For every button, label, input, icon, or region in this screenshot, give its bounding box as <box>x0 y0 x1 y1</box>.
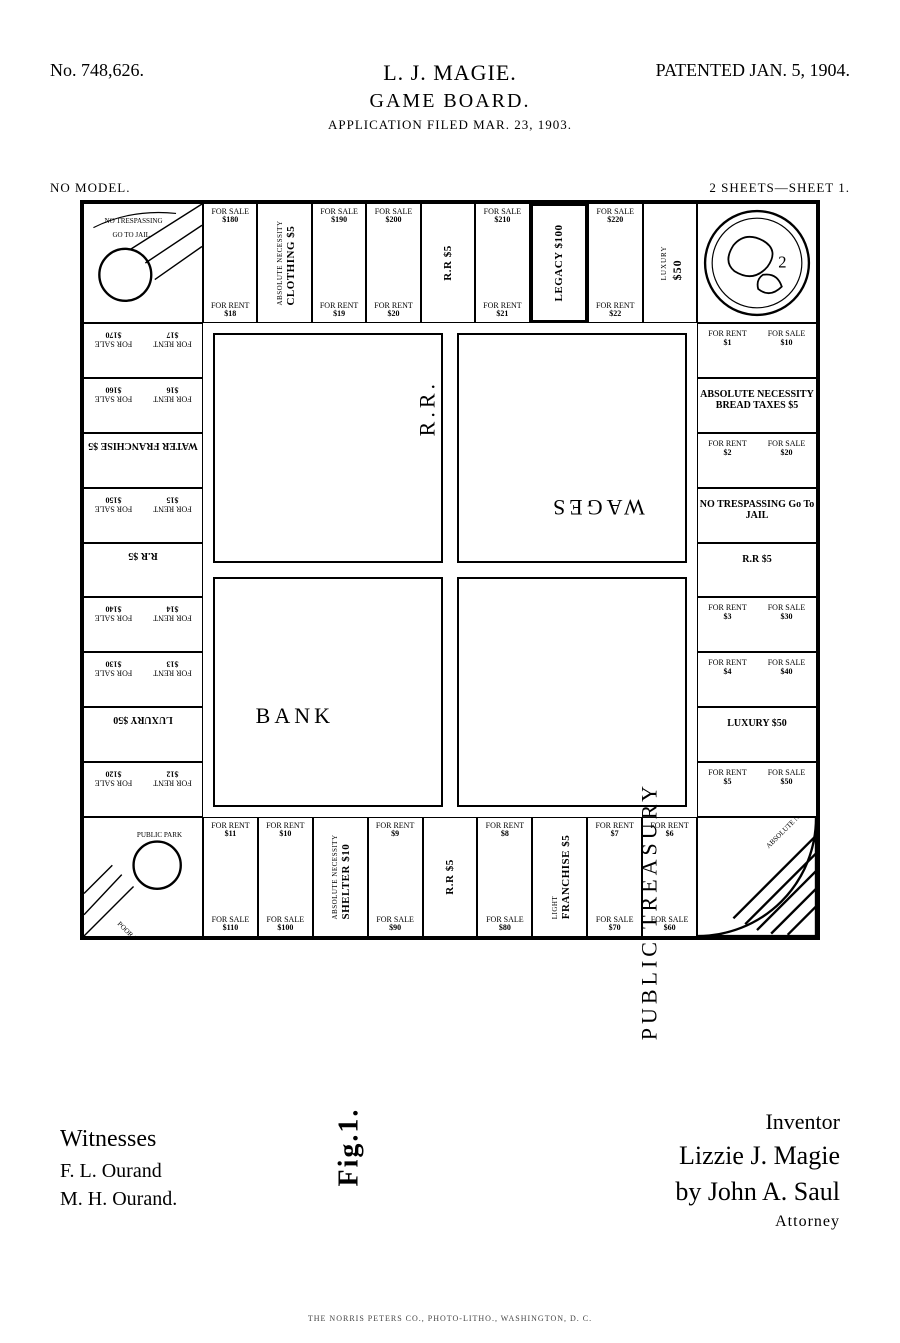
cell-top-side-5: FOR SALE$210FOR RENT$21 <box>475 203 529 323</box>
top-side: FOR SALE$180FOR RENT$18ABSOLUTE NECESSIT… <box>203 203 697 323</box>
inventor-signature: Lizzie J. Magie <box>675 1138 840 1174</box>
panel-bank: BANK <box>213 577 443 807</box>
label-bank: BANK <box>256 703 334 729</box>
cell-top-side-0: FOR SALE$180FOR RENT$18 <box>203 203 257 323</box>
cell-bot-side-5: FOR SALE$80FOR RENT$8 <box>477 817 532 937</box>
cell-bot-side-0: FOR SALE$110FOR RENT$11 <box>203 817 258 937</box>
panel-treasury: PUBLIC TREASURY <box>457 577 687 807</box>
label-treasury: PUBLIC TREASURY <box>636 782 662 1040</box>
corner-bottom-left: POOR HOUSE PUBLIC PARK <box>83 817 203 937</box>
cell-right-side-4: R.R $5 <box>697 543 817 598</box>
inventor-role: Inventor <box>675 1107 840 1138</box>
cell-top-side-2: FOR SALE$190FOR RENT$19 <box>312 203 366 323</box>
poorhouse-icon: POOR HOUSE PUBLIC PARK <box>84 818 202 936</box>
cell-left-side-5: FOR RENT$14FOR SALE$140 <box>83 597 203 652</box>
cell-bot-side-7: FOR SALE$70FOR RENT$7 <box>587 817 642 937</box>
coal-icon: ABSOLUTE NECESSITY <box>698 818 816 936</box>
bottom-side: FOR SALE$110FOR RENT$11FOR SALE$100FOR R… <box>203 817 697 937</box>
label-wages: WAGES <box>549 494 645 520</box>
cell-bot-side-1: FOR SALE$100FOR RENT$10 <box>258 817 313 937</box>
header: No. 748,626. PATENTED JAN. 5, 1904. L. J… <box>50 60 850 200</box>
no-model: NO MODEL. <box>50 180 131 196</box>
game-board: NO TRESPASSING GO TO JAIL 2 POOR HOUSE P… <box>80 200 820 940</box>
cell-right-side-1: ABSOLUTE NECESSITY BREAD TAXES $5 <box>697 378 817 433</box>
cell-bot-side-6: LIGHTFRANCHISE $5 <box>532 817 587 937</box>
center-area: R.R. WAGES BANK PUBLIC TREASURY <box>203 323 697 817</box>
cell-right-side-3: NO TRESPASSING Go To JAIL <box>697 488 817 543</box>
corner-top-left: NO TRESPASSING GO TO JAIL <box>83 203 203 323</box>
corner-bottom-right: ABSOLUTE NECESSITY <box>697 817 817 937</box>
attorney-signature: by John A. Saul <box>675 1174 840 1210</box>
patent-page: No. 748,626. PATENTED JAN. 5, 1904. L. J… <box>0 0 900 1343</box>
cell-left-side-0: FOR RENT$17FOR SALE$170 <box>83 323 203 378</box>
panel-rr: R.R. <box>213 333 443 563</box>
filed-date: APPLICATION FILED MAR. 23, 1903. <box>50 117 850 133</box>
cell-top-side-4: R.R $5 <box>421 203 475 323</box>
svg-text:POOR HOUSE: POOR HOUSE <box>116 920 153 936</box>
svg-text:PUBLIC PARK: PUBLIC PARK <box>137 831 183 839</box>
witness-sig-2: M. H. Ourand. <box>60 1185 177 1213</box>
witness-sig-1: F. L. Ourand <box>60 1157 177 1185</box>
attorney-label: Attorney <box>675 1211 840 1233</box>
cell-right-side-6: FOR RENT$4FOR SALE$40 <box>697 652 817 707</box>
globe-icon: 2 <box>698 204 816 322</box>
board-wrapper: NO TRESPASSING GO TO JAIL 2 POOR HOUSE P… <box>80 200 820 940</box>
cell-bot-side-2: ABSOLUTE NECESSITYSHELTER $10 <box>313 817 368 937</box>
cell-left-side-3: FOR RENT$15FOR SALE$150 <box>83 488 203 543</box>
cell-left-side-8: FOR RENT$12FOR SALE$120 <box>83 762 203 817</box>
cell-left-side-1: FOR RENT$16FOR SALE$160 <box>83 378 203 433</box>
figure-label: Fig.1. <box>333 1108 365 1187</box>
svg-text:NO TRESPASSING: NO TRESPASSING <box>105 217 163 225</box>
cell-right-side-8: FOR RENT$5FOR SALE$50 <box>697 762 817 817</box>
left-side: FOR RENT$17FOR SALE$170FOR RENT$16FOR SA… <box>83 323 203 817</box>
invention-title: GAME BOARD. <box>50 90 850 113</box>
cell-left-side-2: WATER FRANCHISE $5 <box>83 433 203 488</box>
cell-top-side-1: ABSOLUTE NECESSITYCLOTHING $5 <box>257 203 311 323</box>
cell-top-side-3: FOR SALE$200FOR RENT$20 <box>366 203 420 323</box>
svg-text:2: 2 <box>778 253 786 272</box>
right-side: FOR RENT$1FOR SALE$10ABSOLUTE NECESSITY … <box>697 323 817 817</box>
cell-top-side-8: LUXURY$50 <box>643 203 697 323</box>
witnesses-heading: Witnesses <box>60 1123 177 1157</box>
cell-bot-side-3: FOR SALE$90FOR RENT$9 <box>368 817 423 937</box>
panel-wages: WAGES <box>457 333 687 563</box>
cell-bot-side-4: R.R $5 <box>423 817 478 937</box>
patent-date: PATENTED JAN. 5, 1904. <box>656 60 850 81</box>
patent-number: No. 748,626. <box>50 60 144 81</box>
corner-top-right: 2 <box>697 203 817 323</box>
cell-left-side-7: LUXURY $50 <box>83 707 203 762</box>
cell-right-side-2: FOR RENT$2FOR SALE$20 <box>697 433 817 488</box>
cell-top-side-7: FOR SALE$220FOR RENT$22 <box>588 203 642 323</box>
cell-right-side-0: FOR RENT$1FOR SALE$10 <box>697 323 817 378</box>
cell-top-side-6: LEGACY $100 <box>530 203 588 323</box>
inventor-block: Inventor Lizzie J. Magie by John A. Saul… <box>675 1107 840 1233</box>
printer-line: THE NORRIS PETERS CO., PHOTO-LITHO., WAS… <box>0 1314 900 1323</box>
cell-left-side-4: R.R $5 <box>83 543 203 598</box>
sheet-count: 2 SHEETS—SHEET 1. <box>709 180 850 196</box>
jail-icon: NO TRESPASSING GO TO JAIL <box>84 204 202 322</box>
label-rr: R.R. <box>414 380 440 436</box>
svg-text:ABSOLUTE NECESSITY: ABSOLUTE NECESSITY <box>765 818 816 850</box>
witnesses-block: Witnesses F. L. Ourand M. H. Ourand. <box>60 1123 177 1213</box>
cell-right-side-5: FOR RENT$3FOR SALE$30 <box>697 597 817 652</box>
cell-left-side-6: FOR RENT$13FOR SALE$130 <box>83 652 203 707</box>
svg-text:GO TO JAIL: GO TO JAIL <box>112 231 150 239</box>
cell-right-side-7: LUXURY $50 <box>697 707 817 762</box>
